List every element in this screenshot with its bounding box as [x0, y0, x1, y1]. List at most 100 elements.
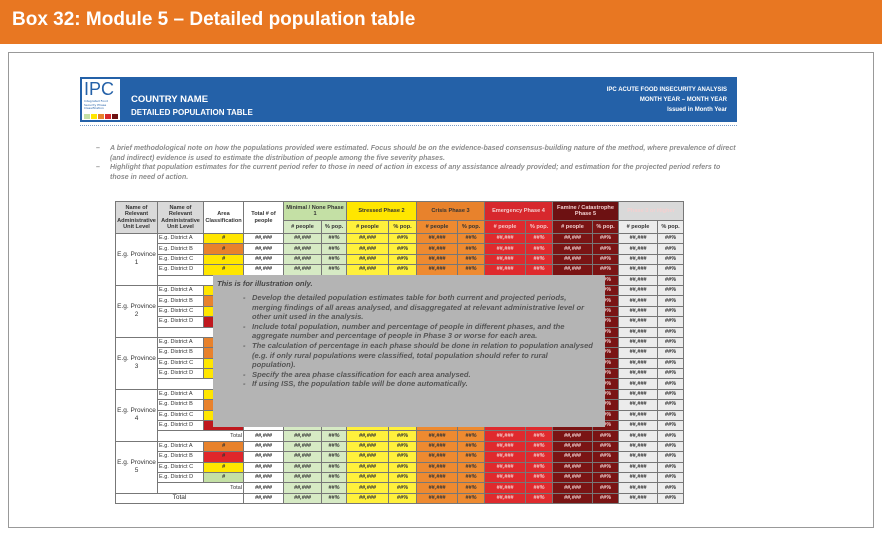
people-cell: ##,###: [283, 264, 322, 276]
pct-cell: ##%: [457, 232, 485, 245]
district-name: E.g. District D: [157, 420, 204, 432]
district-name: E.g. District D: [157, 316, 204, 328]
district-row: E.g. District B###,#####,#####%##,#####%…: [116, 243, 684, 255]
people-cell: ##,###: [552, 440, 593, 453]
people-cell: ##,###: [416, 440, 458, 453]
people-cell: ##,###: [484, 482, 526, 494]
pct-cell: ##%: [321, 264, 347, 276]
pct-cell: ##%: [657, 232, 684, 245]
box-frame: [8, 52, 874, 528]
pct-cell: ##%: [388, 243, 417, 255]
pct-cell: ##%: [657, 399, 684, 411]
pct-cell: ##%: [657, 253, 684, 266]
people-cell: ##,###: [346, 471, 389, 484]
district-name: E.g. District C: [157, 409, 204, 422]
pct-cell: ##%: [388, 471, 417, 484]
total-cell: ##,###: [243, 253, 284, 266]
pct-cell: ##%: [592, 492, 619, 505]
people-cell: ##,###: [283, 461, 322, 474]
people-cell: ##,###: [618, 295, 658, 307]
people-cell: ##,###: [618, 451, 658, 463]
people-cell: ##,###: [618, 336, 658, 349]
pct-cell: ##%: [657, 305, 684, 318]
pct-cell: ##%: [657, 316, 684, 328]
total-cell: ##,###: [243, 451, 284, 463]
pct-cell: ##%: [657, 482, 684, 494]
total-cell: ##,###: [243, 243, 284, 255]
pct-cell: ##%: [525, 264, 553, 276]
pct-cell: ##%: [321, 451, 347, 463]
province-total-row: Total##,#####,#####%##,#####%##,#####%##…: [116, 482, 684, 494]
people-cell: ##,###: [618, 409, 658, 422]
pct-cell: ##%: [657, 492, 684, 505]
people-cell: ##,###: [346, 451, 389, 463]
total-cell: ##,###: [243, 492, 284, 505]
column-header: Name of Relevant Administrative Unit Lev…: [115, 201, 158, 234]
phase-header: Stressed Phase 2: [346, 201, 417, 221]
people-cell: ##,###: [618, 326, 658, 338]
people-cell: ##,###: [416, 482, 458, 494]
people-cell: ##,###: [618, 440, 658, 453]
district-row: E.g. District D###,#####,#####%##,#####%…: [116, 264, 684, 276]
people-cell: ##,###: [283, 243, 322, 255]
pct-cell: ##%: [592, 482, 619, 494]
people-cell: ##,###: [416, 492, 458, 505]
district-name: E.g. District C: [157, 253, 204, 266]
district-row: E.g. Province 1 E.g. District A # ##,### ##,…: [115, 232, 684, 286]
grand-total-row: Total ##,### ##,### ##% ##,### ##% ##,### ##% ##…: [115, 492, 684, 505]
pct-cell: ##%: [592, 451, 619, 463]
people-cell: ##,###: [346, 232, 389, 245]
pct-cell: ##%: [657, 471, 684, 484]
area-class: #: [203, 440, 244, 453]
pct-cell: ##%: [457, 243, 485, 255]
people-cell: ##,###: [416, 232, 458, 245]
district-name: E.g. District B: [157, 451, 204, 463]
overlay-item: If using ISS, the population table will …: [243, 379, 593, 389]
people-cell: ##,###: [552, 482, 593, 494]
area-class: #: [203, 461, 244, 474]
district-name: E.g. District D: [157, 264, 204, 276]
note: A brief methodological note on how the p…: [96, 144, 736, 163]
overlay-item: The calculation of percentage in each ph…: [243, 341, 593, 370]
pct-cell: ##%: [657, 336, 684, 349]
pct-cell: ##%: [388, 461, 417, 474]
people-cell: ##,###: [552, 430, 593, 442]
people-cell: ##,###: [618, 347, 658, 359]
pct-cell: ##%: [657, 243, 684, 255]
district-name: E.g. District D: [157, 471, 204, 484]
pct-cell: ##%: [457, 451, 485, 463]
area-class: #: [203, 264, 244, 276]
total-label: Total: [157, 482, 244, 494]
ipc-banner: [80, 77, 737, 122]
people-cell: ##,###: [484, 451, 526, 463]
pct-cell: ##%: [657, 388, 684, 401]
pct-cell: ##%: [388, 440, 417, 453]
pct-cell: ##%: [592, 253, 619, 266]
province-name: E.g. Province 5: [115, 440, 158, 494]
total-label: Total: [157, 430, 244, 442]
total-cell: ##,###: [243, 482, 284, 494]
area-class: #: [203, 451, 244, 463]
people-cell: ##,###: [618, 232, 658, 245]
pct-cell: ##%: [592, 232, 619, 245]
district-name: E.g. District C: [157, 357, 204, 370]
people-cell: ##,###: [346, 264, 389, 276]
header-bar: [0, 0, 882, 44]
people-cell: ##,###: [346, 440, 389, 453]
province-name: E.g. Province 1: [115, 233, 158, 286]
pct-cell: ##%: [592, 243, 619, 255]
pct-cell: ##%: [592, 264, 619, 276]
people-cell: ##,###: [484, 264, 526, 276]
district-row: E.g. District B###,#####,#####%##,#####%…: [116, 451, 684, 463]
total-cell: ##,###: [243, 440, 284, 453]
pct-cell: ##%: [657, 274, 684, 286]
pct-cell: ##%: [388, 232, 417, 245]
district-name: E.g. District A: [157, 232, 204, 245]
analysis-title: IPC ACUTE FOOD INSECURITY ANALYSIS: [606, 87, 727, 93]
pct-cell: ##%: [321, 471, 347, 484]
area-class: #: [203, 243, 244, 255]
district-name: E.g. District B: [157, 243, 204, 255]
people-cell: ##,###: [552, 451, 593, 463]
column-header: Name of Relevant Administrative Unit Lev…: [157, 201, 204, 234]
people-cell: ##,###: [484, 253, 526, 266]
